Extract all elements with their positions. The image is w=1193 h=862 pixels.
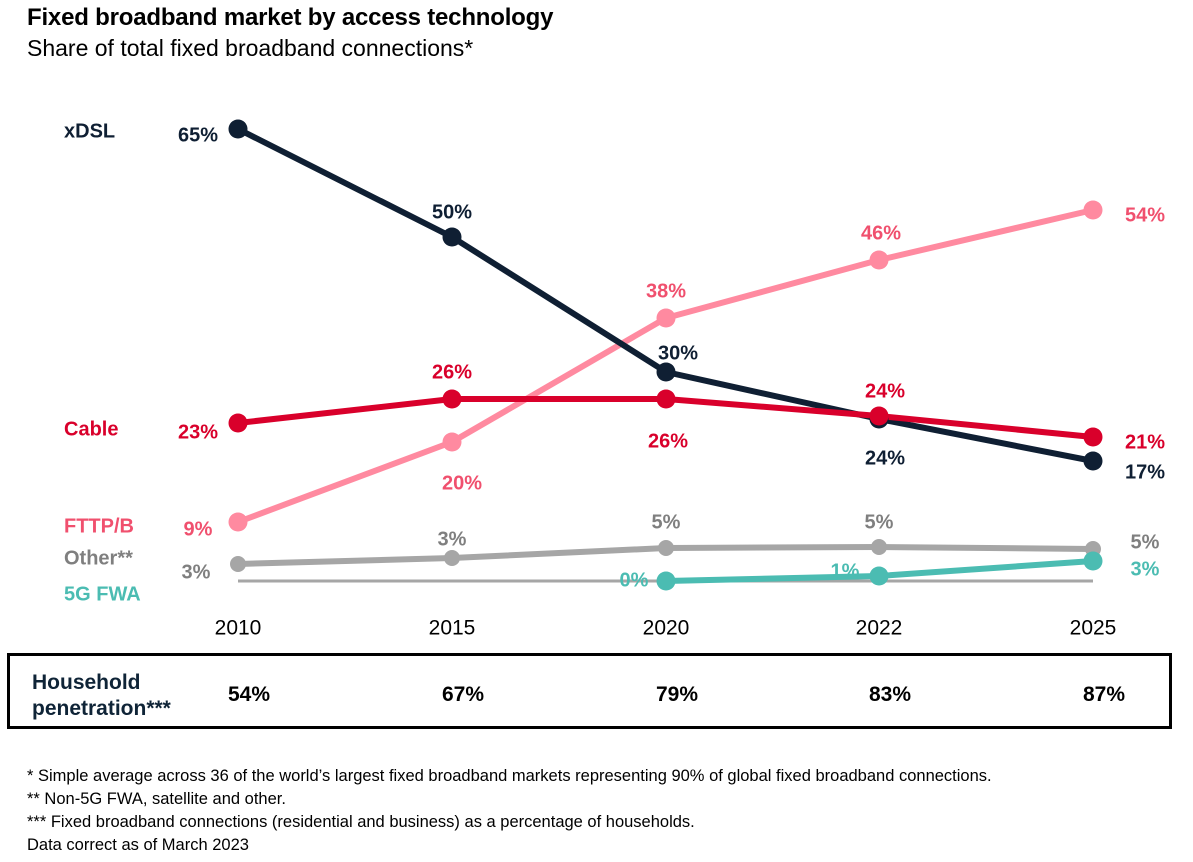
penetration-value-2010: 54% (227, 683, 271, 706)
data-point-cable-2025 (1083, 427, 1103, 447)
data-label-cable-2022: 24% (865, 380, 905, 402)
data-point-5g-fwa-2025 (1083, 551, 1103, 571)
legend-label-fttp-b: FTTP/B (64, 515, 134, 537)
data-label-5g-fwa-2020: 0% (620, 569, 649, 591)
data-label-fttp-b-2022: 46% (861, 222, 901, 244)
x-tick-label-2015: 2015 (429, 617, 476, 640)
data-label-fttp-b-2015: 20% (442, 472, 482, 494)
data-label-cable-2015: 26% (432, 361, 472, 383)
data-label-xdsl-2020: 30% (658, 342, 698, 364)
chart-subtitle: Share of total fixed broadband connectio… (27, 35, 474, 61)
line-chart: 3% 3% 5% 5% 5% 0% 1% 3% 9% 20% 38% 46% 54% 65% 50% 30% 2… (64, 119, 1165, 640)
data-label-xdsl-2015: 50% (432, 201, 472, 223)
x-tick-label-2022: 2022 (856, 617, 903, 640)
data-point-fttp-b-2010 (228, 512, 248, 532)
x-tick-label-2025: 2025 (1070, 617, 1117, 640)
data-label-5g-fwa-2025: 3% (1131, 558, 1160, 580)
data-label-fttp-b-2010: 9% (184, 518, 213, 540)
footnote-3: *** Fixed broadband connections (residen… (27, 813, 695, 831)
data-label-cable-2020: 26% (648, 430, 688, 452)
data-point-fttp-b-2022 (869, 250, 889, 270)
legend-label-other: Other** (64, 547, 133, 569)
data-point-cable-2020 (656, 389, 676, 409)
legend-label-cable: Cable (64, 418, 118, 440)
data-label-cable-2025: 21% (1125, 431, 1165, 453)
footnotes: * Simple average across 36 of the world’… (27, 765, 992, 857)
data-point-fttp-b-2020 (656, 308, 676, 328)
data-point-cable-2010 (228, 413, 248, 433)
data-label-xdsl-2025: 17% (1125, 461, 1165, 483)
data-label-fttp-b-2025: 54% (1125, 204, 1165, 226)
legend-label-xdsl: xDSL (64, 120, 115, 142)
penetration-value-2022: 83% (868, 683, 912, 706)
data-point-5g-fwa-2022 (869, 566, 889, 586)
data-point-xdsl-2020 (656, 362, 676, 382)
data-point-other-2010 (230, 556, 246, 572)
data-point-fttp-b-2025 (1083, 200, 1103, 220)
data-point-fttp-b-2015 (442, 432, 462, 452)
data-label-fttp-b-2020: 38% (646, 280, 686, 302)
x-tick-label-2020: 2020 (643, 617, 690, 640)
legend-label-5g-fwa: 5G FWA (64, 583, 141, 605)
x-tick-label-2010: 2010 (215, 617, 262, 640)
data-point-cable-2015 (442, 389, 462, 409)
data-label-xdsl-2010: 65% (178, 124, 218, 146)
data-label-other-2022: 5% (865, 511, 894, 533)
penetration-value-2015: 67% (441, 683, 485, 706)
footnote-2: ** Non-5G FWA, satellite and other. (27, 790, 286, 808)
data-point-other-2022 (871, 539, 887, 555)
data-label-cable-2010: 23% (178, 421, 218, 443)
data-point-5g-fwa-2020 (656, 571, 676, 591)
pen-label-line2: penetration*** (32, 697, 171, 720)
data-point-other-2015 (444, 550, 460, 566)
chart-title: Fixed broadband market by access technol… (27, 4, 554, 31)
data-point-other-2020 (658, 540, 674, 556)
data-point-xdsl-2015 (442, 227, 462, 247)
pen-label-line1: Household (32, 671, 141, 694)
footnote-4: Data correct as of March 2023 (27, 836, 249, 854)
penetration-value-2020: 79% (655, 683, 699, 706)
data-label-xdsl-2022: 24% (865, 447, 905, 469)
footnote-1: * Simple average across 36 of the world’… (27, 767, 992, 785)
data-point-xdsl-2025 (1083, 451, 1103, 471)
data-label-other-2025: 5% (1131, 531, 1160, 553)
data-label-other-2020: 5% (652, 511, 681, 533)
household-penetration-table: Household penetration*** 54% 67% 79% 83%… (7, 653, 1172, 729)
data-point-cable-2022 (869, 406, 889, 426)
data-label-other-2015: 3% (438, 528, 467, 550)
data-label-5g-fwa-2022: 1% (831, 560, 860, 582)
data-point-xdsl-2010 (228, 119, 248, 139)
household-penetration-label: Household penetration*** (32, 670, 171, 722)
penetration-value-2025: 87% (1082, 683, 1126, 706)
data-label-other-2010: 3% (182, 561, 211, 583)
